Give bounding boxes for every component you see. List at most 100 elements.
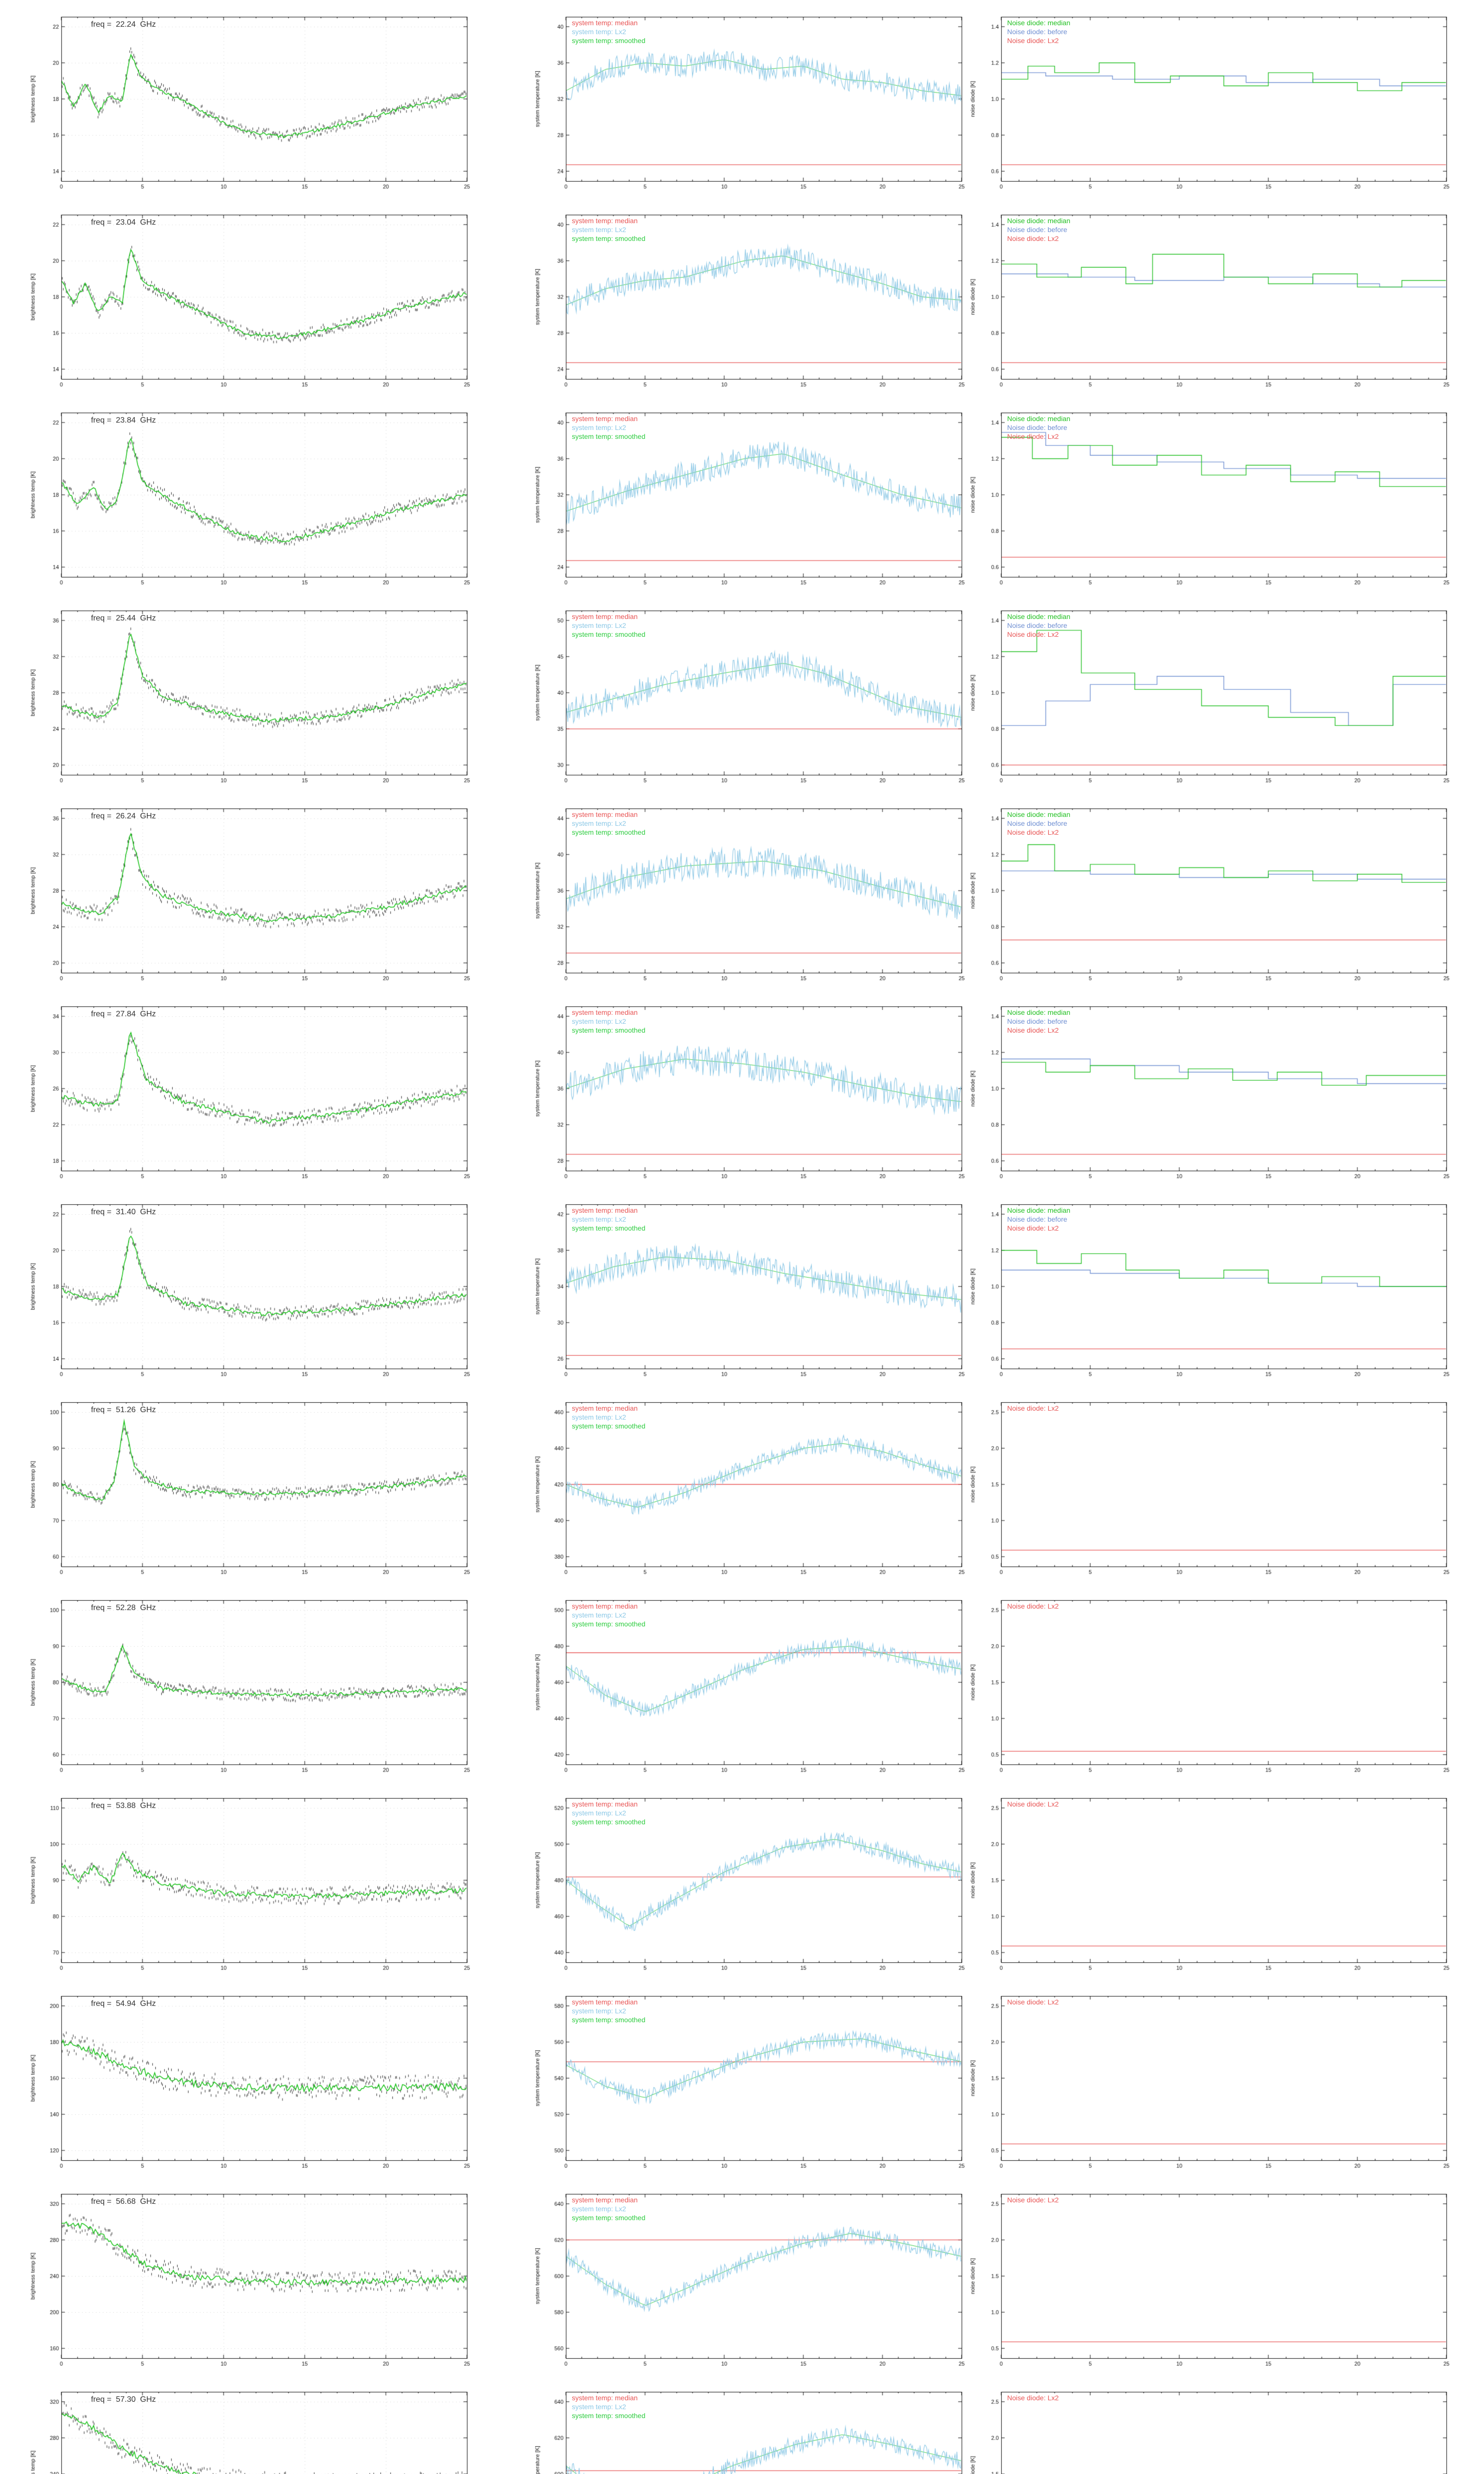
frequency-row: freq = 23.04 GHz system temp: median syst… bbox=[0, 198, 1484, 396]
legend-entry: Noise diode: Lx2 bbox=[1007, 1026, 1059, 1034]
legend-entry: Noise diode: median bbox=[1007, 415, 1070, 423]
legend-entry: Noise diode: Lx2 bbox=[1007, 432, 1059, 440]
legend-entry: system temp: smoothed bbox=[572, 630, 646, 638]
frequency-row: freq = 56.68 GHz system temp: median syst… bbox=[0, 2177, 1484, 2375]
noise-diode-panel: Noise diode: median Noise diode: before No… bbox=[967, 410, 1449, 590]
noise-diode-panel: Noise diode: Lx2 bbox=[967, 1993, 1449, 2173]
noise-diode-plot-canvas bbox=[967, 806, 1449, 986]
freq-label: freq = 51.26 GHz bbox=[91, 1406, 156, 1414]
system-temp-legend: system temp: median system temp: Lx2 syste… bbox=[572, 1008, 646, 1035]
noise-diode-plot-canvas bbox=[967, 410, 1449, 590]
brightness-plot-canvas bbox=[27, 2191, 470, 2371]
legend-entry: system temp: smoothed bbox=[572, 1620, 646, 1628]
brightness-panel: freq = 52.28 GHz bbox=[27, 1597, 470, 1777]
noise-diode-legend: Noise diode: Lx2 bbox=[1007, 1602, 1059, 1611]
noise-diode-panel: Noise diode: Lx2 bbox=[967, 1399, 1449, 1579]
legend-entry: Noise diode: Lx2 bbox=[1007, 37, 1059, 45]
legend-entry: system temp: smoothed bbox=[572, 2016, 646, 2024]
legend-entry: Noise diode: Lx2 bbox=[1007, 2196, 1059, 2204]
legend-entry: system temp: Lx2 bbox=[572, 226, 626, 234]
freq-label: freq = 22.24 GHz bbox=[91, 20, 156, 29]
legend-entry: system temp: median bbox=[572, 2394, 638, 2402]
brightness-panel: freq = 31.40 GHz bbox=[27, 1201, 470, 1381]
system-temp-panel: system temp: median system temp: Lx2 syste… bbox=[531, 212, 965, 392]
legend-entry: Noise diode: Lx2 bbox=[1007, 1602, 1059, 1610]
brightness-plot-canvas bbox=[27, 1795, 470, 1975]
system-temp-panel: system temp: median system temp: Lx2 syste… bbox=[531, 1795, 965, 1975]
noise-diode-legend: Noise diode: median Noise diode: before No… bbox=[1007, 18, 1070, 45]
noise-diode-plot-canvas bbox=[967, 1597, 1449, 1777]
frequency-row: freq = 27.84 GHz system temp: median syst… bbox=[0, 990, 1484, 1188]
system-temp-legend: system temp: median system temp: Lx2 syste… bbox=[572, 1998, 646, 2024]
brightness-plot-canvas bbox=[27, 608, 470, 788]
legend-entry: Noise diode: before bbox=[1007, 226, 1067, 234]
frequency-row: freq = 31.40 GHz system temp: median syst… bbox=[0, 1188, 1484, 1385]
brightness-panel: freq = 51.26 GHz bbox=[27, 1399, 470, 1579]
system-temp-plot-canvas bbox=[531, 410, 965, 590]
freq-label: freq = 56.68 GHz bbox=[91, 2197, 156, 2206]
legend-entry: system temp: median bbox=[572, 19, 638, 27]
noise-diode-plot-canvas bbox=[967, 1795, 1449, 1975]
noise-diode-plot-canvas bbox=[967, 14, 1449, 194]
legend-entry: Noise diode: Lx2 bbox=[1007, 1998, 1059, 2006]
legend-entry: Noise diode: Lx2 bbox=[1007, 1800, 1059, 1808]
noise-diode-plot-canvas bbox=[967, 2389, 1449, 2474]
system-temp-panel: system temp: median system temp: Lx2 syste… bbox=[531, 410, 965, 590]
noise-diode-plot-canvas bbox=[967, 212, 1449, 392]
legend-entry: system temp: smoothed bbox=[572, 1422, 646, 1430]
legend-entry: system temp: smoothed bbox=[572, 828, 646, 836]
legend-entry: system temp: smoothed bbox=[572, 432, 646, 440]
legend-entry: system temp: Lx2 bbox=[572, 1017, 626, 1025]
noise-diode-panel: Noise diode: median Noise diode: before No… bbox=[967, 212, 1449, 392]
legend-entry: Noise diode: before bbox=[1007, 819, 1067, 827]
legend-entry: system temp: smoothed bbox=[572, 1224, 646, 1232]
brightness-panel: freq = 22.24 GHz bbox=[27, 14, 470, 194]
legend-entry: system temp: median bbox=[572, 1602, 638, 1610]
legend-entry: system temp: smoothed bbox=[572, 235, 646, 242]
brightness-plot-canvas bbox=[27, 1399, 470, 1579]
legend-entry: Noise diode: median bbox=[1007, 613, 1070, 620]
frequency-row: freq = 23.84 GHz system temp: median syst… bbox=[0, 396, 1484, 594]
legend-entry: system temp: median bbox=[572, 1998, 638, 2006]
system-temp-legend: system temp: median system temp: Lx2 syste… bbox=[572, 2393, 646, 2420]
frequency-row: freq = 26.24 GHz system temp: median syst… bbox=[0, 792, 1484, 990]
noise-diode-panel: Noise diode: Lx2 bbox=[967, 1597, 1449, 1777]
legend-entry: Noise diode: Lx2 bbox=[1007, 828, 1059, 836]
system-temp-legend: system temp: median system temp: Lx2 syste… bbox=[572, 18, 646, 45]
legend-entry: system temp: Lx2 bbox=[572, 1215, 626, 1223]
system-temp-panel: system temp: median system temp: Lx2 syste… bbox=[531, 1993, 965, 2173]
freq-label: freq = 31.40 GHz bbox=[91, 1208, 156, 1216]
legend-entry: system temp: Lx2 bbox=[572, 28, 626, 36]
legend-entry: system temp: median bbox=[572, 1800, 638, 1808]
noise-diode-legend: Noise diode: median Noise diode: before No… bbox=[1007, 612, 1070, 639]
noise-diode-plot-canvas bbox=[967, 2191, 1449, 2371]
system-temp-plot-canvas bbox=[531, 2191, 965, 2371]
legend-entry: system temp: Lx2 bbox=[572, 2403, 626, 2411]
system-temp-plot-canvas bbox=[531, 1795, 965, 1975]
freq-label: freq = 53.88 GHz bbox=[91, 1802, 156, 1810]
brightness-panel: freq = 23.04 GHz bbox=[27, 212, 470, 392]
brightness-panel: freq = 54.94 GHz bbox=[27, 1993, 470, 2173]
system-temp-legend: system temp: median system temp: Lx2 syste… bbox=[572, 612, 646, 639]
legend-entry: system temp: median bbox=[572, 1008, 638, 1016]
system-temp-legend: system temp: median system temp: Lx2 syste… bbox=[572, 216, 646, 243]
legend-entry: system temp: median bbox=[572, 2196, 638, 2204]
system-temp-legend: system temp: median system temp: Lx2 syste… bbox=[572, 810, 646, 837]
noise-diode-legend: Noise diode: Lx2 bbox=[1007, 2393, 1059, 2402]
noise-diode-legend: Noise diode: median Noise diode: before No… bbox=[1007, 810, 1070, 837]
noise-diode-plot-canvas bbox=[967, 1993, 1449, 2173]
freq-label: freq = 57.30 GHz bbox=[91, 2395, 156, 2404]
noise-diode-panel: Noise diode: Lx2 bbox=[967, 2191, 1449, 2371]
legend-entry: Noise diode: Lx2 bbox=[1007, 1404, 1059, 1412]
brightness-plot-canvas bbox=[27, 212, 470, 392]
system-temp-plot-canvas bbox=[531, 1003, 965, 1184]
legend-entry: system temp: Lx2 bbox=[572, 621, 626, 629]
frequency-row: freq = 51.26 GHz system temp: median syst… bbox=[0, 1385, 1484, 1583]
system-temp-legend: system temp: median system temp: Lx2 syste… bbox=[572, 1800, 646, 1826]
legend-entry: system temp: median bbox=[572, 810, 638, 818]
system-temp-panel: system temp: median system temp: Lx2 syste… bbox=[531, 1201, 965, 1381]
legend-entry: Noise diode: before bbox=[1007, 1017, 1067, 1025]
legend-entry: Noise diode: median bbox=[1007, 217, 1070, 225]
frequency-row: freq = 25.44 GHz system temp: median syst… bbox=[0, 594, 1484, 792]
